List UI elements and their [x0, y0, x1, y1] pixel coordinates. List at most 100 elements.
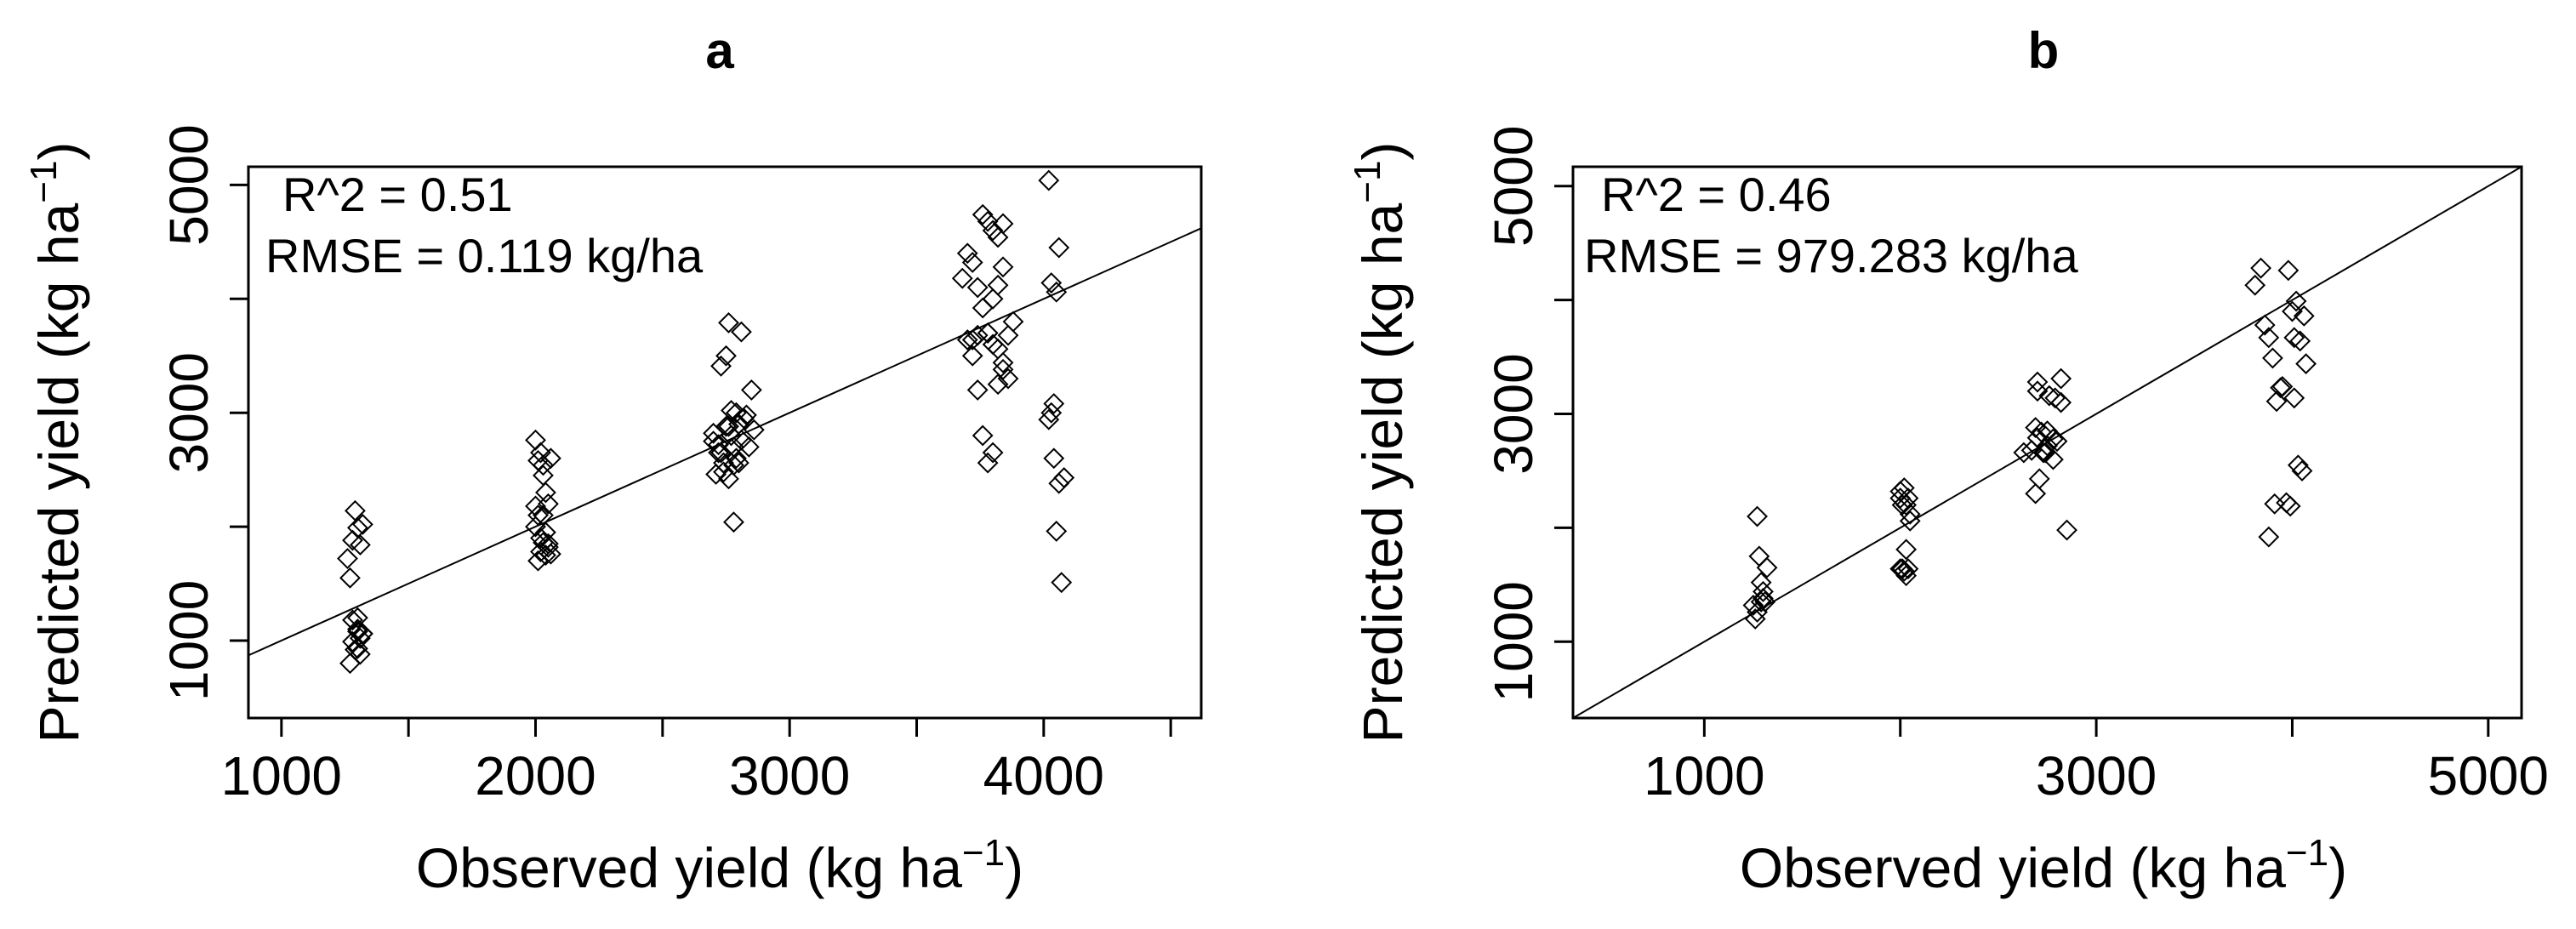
- panel-b: b 1000 3000 5000 1000 3000 5000 R^2 = 0.46 R…: [1347, 22, 2549, 899]
- data-point-a-57: [703, 430, 724, 453]
- data-point-b-49: [2258, 327, 2280, 349]
- data-point-a-110: [1053, 467, 1075, 488]
- y-tick-label-b-4: 5000: [1483, 126, 1544, 247]
- data-point-b-59: [2295, 353, 2317, 375]
- x-axis-a: 1000 2000 3000 4000: [221, 718, 1172, 806]
- data-point-a-36: [535, 521, 556, 544]
- data-point-a-43: [718, 415, 739, 437]
- data-point-a-65: [721, 400, 742, 421]
- plot-frame-a: [247, 165, 1203, 720]
- data-point-b-57: [2287, 454, 2309, 476]
- data-point-a-25: [525, 495, 546, 517]
- data-point-a-87: [992, 358, 1014, 380]
- x-tick-label-b-2: 3000: [2036, 745, 2157, 806]
- data-point-a-88: [997, 324, 1019, 346]
- x-axis-label-a: Observed yield (kg ha−1): [416, 832, 1023, 899]
- data-point-a-78: [992, 351, 1014, 373]
- x-tick-label-a-2: 2000: [475, 745, 596, 806]
- rmse-label-b: RMSE = 979.283 kg/ha: [1584, 229, 2078, 282]
- plot-frame-b: [1571, 165, 2523, 720]
- data-point-a-58: [708, 442, 729, 464]
- data-point-a-71: [956, 242, 978, 265]
- points-a: [337, 169, 1075, 675]
- data-point-a-4: [345, 499, 366, 521]
- r-squared-label-a: R^2 = 0.51: [282, 168, 513, 221]
- data-point-b-15: [1899, 503, 1921, 525]
- data-point-a-31: [539, 543, 561, 565]
- y-axis-a: 1000 3000 5000: [158, 124, 248, 701]
- data-point-a-72: [961, 252, 983, 273]
- y-axis-label-b-text: Predicted yield (kg ha: [1351, 202, 1414, 743]
- data-point-a-96: [987, 226, 1009, 248]
- data-point-b-65: [2270, 377, 2292, 399]
- x-axis-label-b-close: ): [2328, 836, 2347, 899]
- data-point-a-22: [533, 454, 554, 476]
- data-point-a-5: [349, 534, 371, 556]
- data-point-a-52: [726, 447, 747, 470]
- data-point-a-21: [530, 442, 551, 464]
- y-axis-label-a-exp: −1: [23, 161, 65, 203]
- data-point-a-50: [715, 415, 737, 437]
- data-point-a-33: [527, 504, 549, 527]
- data-point-b-43: [2042, 448, 2064, 470]
- data-point-a-66: [726, 402, 747, 424]
- chart-title-b: b: [2028, 22, 2060, 79]
- data-point-b-29: [2037, 420, 2058, 442]
- data-point-a-102: [1040, 272, 1063, 294]
- data-point-a-80: [956, 329, 978, 351]
- y-axis-label-b-close: ): [1351, 142, 1414, 161]
- data-point-a-112: [1051, 572, 1073, 594]
- data-point-b-16: [1895, 539, 1918, 561]
- data-point-b-21: [1897, 558, 1919, 580]
- data-point-a-108: [1043, 447, 1065, 470]
- data-point-a-91: [987, 274, 1009, 296]
- data-point-a-103: [1046, 281, 1068, 303]
- data-point-a-100: [977, 322, 999, 344]
- data-point-a-18: [347, 607, 368, 629]
- data-point-b-46: [2244, 274, 2266, 296]
- data-point-b-64: [2276, 492, 2297, 514]
- data-point-a-104: [1048, 237, 1070, 259]
- data-point-a-53: [730, 429, 752, 451]
- data-point-a-47: [738, 436, 760, 458]
- data-point-b-66: [2264, 493, 2286, 515]
- data-point-b-63: [2279, 495, 2301, 517]
- data-point-b-24: [1889, 487, 1912, 510]
- r-squared-label-b: R^2 = 0.46: [1601, 168, 1832, 221]
- data-point-a-107: [1038, 408, 1060, 430]
- data-point-b-18: [1893, 560, 1915, 582]
- y-tick-label-b-2: 3000: [1483, 353, 1544, 474]
- data-point-b-45: [2026, 380, 2049, 402]
- data-point-a-85: [982, 442, 1004, 464]
- data-point-a-89: [1002, 311, 1024, 333]
- data-point-b-23: [1891, 494, 1913, 516]
- panel-a: a 1000 2000 3000 4000 1000 3000 5000 R^2 = 0.…: [23, 22, 1203, 899]
- points-b: [1742, 257, 2317, 630]
- data-point-a-37: [538, 533, 559, 555]
- data-point-a-61: [723, 454, 744, 476]
- y-axis-label-a: Predicted yield (kg ha−1): [23, 142, 90, 744]
- data-point-a-81: [961, 329, 983, 351]
- data-point-b-22: [1899, 510, 1921, 532]
- data-point-a-60: [718, 468, 739, 490]
- data-point-b-20: [1895, 565, 1918, 587]
- data-point-b-33: [2025, 482, 2047, 504]
- data-point-b-0: [1744, 608, 1766, 630]
- y-axis-label-a-text: Predicted yield (kg ha: [27, 202, 90, 743]
- data-point-b-7: [1750, 591, 1772, 613]
- y-axis-label-b: Predicted yield (kg ha−1): [1347, 142, 1414, 744]
- data-point-b-9: [1747, 505, 1768, 527]
- data-point-a-105: [1043, 393, 1065, 414]
- data-point-a-14: [349, 643, 371, 665]
- data-point-a-86: [987, 373, 1009, 396]
- data-point-a-69: [723, 511, 744, 533]
- data-point-a-74: [972, 297, 994, 319]
- data-point-a-79: [997, 368, 1019, 390]
- data-point-b-31: [2046, 430, 2068, 453]
- data-point-b-12: [1893, 477, 1915, 499]
- y-tick-label-b-0: 1000: [1483, 581, 1544, 702]
- data-point-b-58: [2291, 460, 2313, 482]
- y-axis-label-b-exp: −1: [1347, 161, 1388, 203]
- y-tick-label-a-0: 1000: [158, 580, 219, 701]
